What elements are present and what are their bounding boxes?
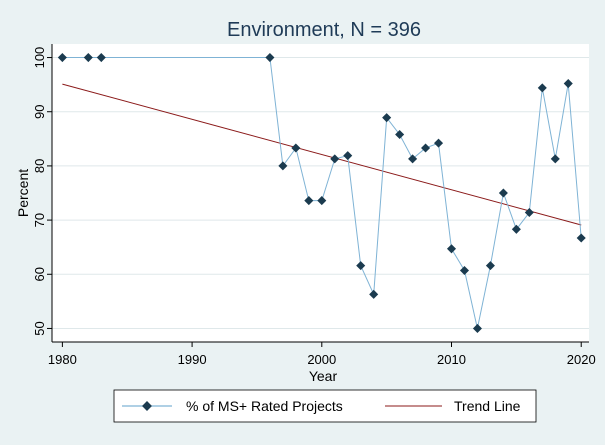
legend-label-series-1: % of MS+ Rated Projects [186, 398, 343, 414]
data-point-2016 [524, 207, 534, 218]
x-tick-label-1980: 1980 [48, 352, 77, 367]
data-point-1982 [83, 53, 93, 63]
axes-layer: 50 60 70 80 90 100 1980 1990 2000 2010 2020 [32, 44, 596, 367]
legend: % of MS+ Rated Projects Trend Line [113, 389, 537, 423]
legend-box [113, 389, 537, 423]
data-point-2009 [434, 138, 444, 148]
plot-area [52, 44, 589, 342]
data-point-2000 [317, 196, 327, 206]
y-axis-label: Percent [15, 169, 31, 217]
y-tick-label-90: 90 [32, 104, 47, 118]
data-point-1980 [57, 53, 67, 63]
chart-title: Environment, N = 396 [227, 19, 421, 41]
x-tick-label-1990: 1990 [178, 352, 207, 367]
y-tick-label-50: 50 [32, 321, 47, 335]
data-point-2017 [537, 83, 547, 93]
x-tick-label-2020: 2020 [567, 352, 596, 367]
trend-line [62, 83, 582, 226]
data-point-2005 [382, 113, 392, 123]
y-tick-label-60: 60 [32, 267, 47, 281]
data-point-1983 [96, 53, 106, 63]
y-tick-label-80: 80 [32, 159, 47, 173]
data-point-2010 [446, 244, 457, 254]
x-tick-label-2010: 2010 [437, 352, 466, 367]
legend-label-series-2: Trend Line [454, 398, 521, 414]
series-line-ms-rated [62, 57, 582, 329]
y-tick-label-70: 70 [32, 213, 47, 227]
legend-marker-series-1 [142, 401, 152, 411]
data-point-2014 [498, 188, 508, 198]
y-tick-label-100: 100 [32, 47, 47, 69]
x-axis-label: Year [309, 368, 338, 384]
data-point-1999 [304, 196, 314, 206]
x-tick-label-2000: 2000 [307, 352, 336, 367]
